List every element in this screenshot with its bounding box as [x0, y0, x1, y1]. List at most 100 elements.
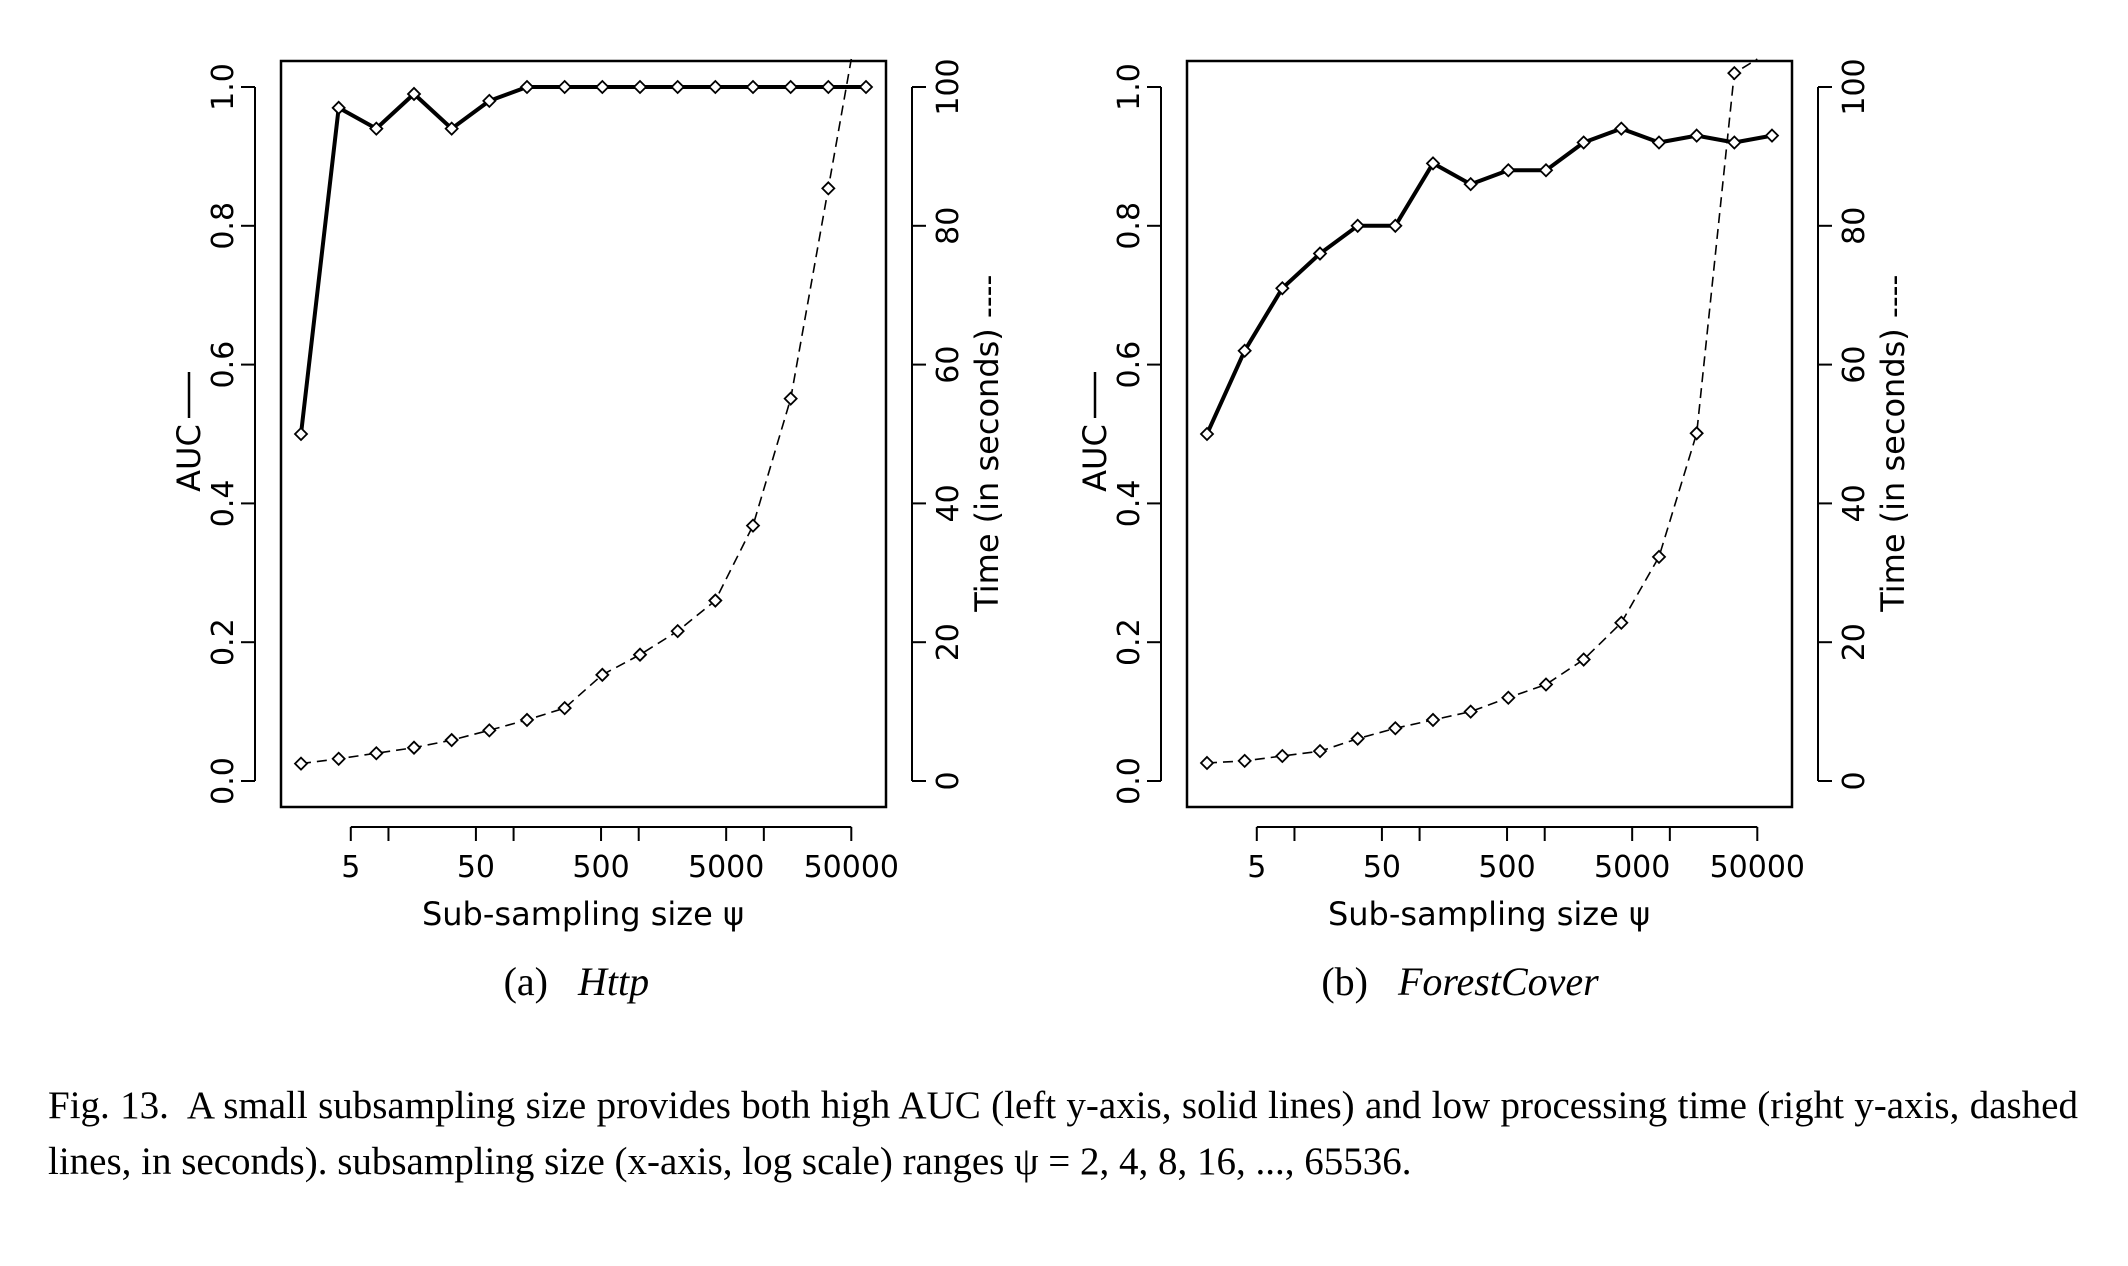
y-tick-left-label: 0.0: [1112, 757, 1147, 805]
time-point: [482, 723, 497, 738]
subcaption-name: ForestCover: [1397, 959, 1599, 1004]
subcaption-label: (b): [1321, 959, 1368, 1004]
y-tick-left-label: 0.0: [206, 757, 241, 805]
y-tick-right-label: 60: [1837, 346, 1872, 384]
y-tick-right-label: 80: [1837, 207, 1872, 245]
y-tick-right-label: 40: [931, 484, 966, 522]
auc-point: [557, 79, 572, 95]
auc-point: [1237, 343, 1252, 358]
dashed-line-legend-mark: ----: [971, 275, 1006, 318]
auc-series: [293, 79, 874, 442]
auc-point: [632, 79, 648, 95]
time-point: [1199, 755, 1215, 771]
auc-point: [708, 79, 723, 95]
time-point: [821, 181, 836, 196]
chart-marks: 0.0 0.2 0.4 0.6 0.8 1.0 0 20 40 60 80 100 5 50 500 5000…: [1112, 58, 1872, 885]
x-tick-label: 5000: [688, 850, 764, 885]
auc-point: [406, 86, 422, 102]
x-tick-label: 5000: [1594, 850, 1670, 885]
y-tick-left-label: 0.8: [1112, 202, 1147, 250]
auc-point: [1727, 135, 1742, 150]
y-tick-left-label: 0.2: [1112, 618, 1147, 666]
time-point: [406, 740, 422, 755]
time-point: [1463, 704, 1478, 719]
auc-point: [858, 79, 874, 95]
auc-point: [1425, 156, 1441, 171]
time-point: [331, 751, 346, 767]
y-tick-right-label: 20: [931, 623, 966, 661]
y-axis-left-label: AUC: [1076, 424, 1114, 492]
caption-text: A small subsampling size provides both h…: [48, 1084, 2078, 1183]
auc-point: [1689, 128, 1704, 143]
y-tick-left-label: 1.0: [206, 63, 241, 111]
y-tick-right-label: 0: [1837, 771, 1872, 790]
time-series: [293, 58, 853, 771]
y-tick-left-label: 0.6: [206, 341, 241, 389]
auc-point: [293, 426, 309, 442]
time-point: [1538, 677, 1554, 692]
auc-point: [595, 79, 610, 95]
chart-marks: 0.0 0.2 0.4 0.6 0.8 1.0 0 20 40 60 80 100 5 50 500 5000…: [206, 58, 966, 885]
y-tick-right-label: 20: [1837, 623, 1872, 661]
y-tick-left-label: 0.8: [206, 202, 241, 250]
x-tick-label: 50000: [1710, 850, 1805, 885]
auc-point: [1576, 135, 1591, 150]
time-point: [708, 593, 723, 608]
plot-frame: [1185, 59, 1794, 809]
time-point: [1275, 748, 1290, 764]
subcaption-label: (a): [504, 959, 548, 1004]
auc-point: [670, 79, 685, 95]
auc-point: [1764, 128, 1780, 143]
time-point: [1237, 753, 1252, 769]
y-axis-right-label: Time (in seconds): [1874, 328, 1912, 613]
auc-point: [1651, 135, 1667, 150]
time-point: [745, 518, 761, 533]
time-point: [1689, 426, 1704, 441]
auc-point: [482, 93, 497, 109]
auc-point: [519, 79, 535, 95]
chart-panel-http: 0.0 0.2 0.4 0.6 0.8 1.0 0 20 40 60 80 100 5 50 500 5000…: [170, 58, 1006, 1004]
auc-series: [1199, 121, 1780, 442]
auc-point: [745, 79, 761, 95]
x-tick-label: 5: [1247, 850, 1266, 885]
caption-label: Fig. 13.: [48, 1084, 169, 1127]
auc-point: [1463, 176, 1478, 192]
auc-point: [1388, 218, 1403, 234]
auc-line: [299, 85, 866, 435]
auc-point: [1312, 246, 1328, 261]
plot-frame: [279, 59, 888, 809]
auc-point: [1538, 163, 1554, 178]
auc-point: [369, 121, 384, 136]
auc-point: [1199, 426, 1215, 442]
auc-point: [331, 100, 346, 116]
x-tick-label: 50: [1363, 850, 1401, 885]
y-tick-left-label: 0.6: [1112, 341, 1147, 389]
x-tick-label: 500: [572, 850, 629, 885]
time-point: [519, 712, 535, 728]
time-point: [1350, 731, 1365, 746]
axes: 0.0 0.2 0.4 0.6 0.8 1.0 0 20 40 60 80 100 5 50 500 5000…: [1112, 58, 1872, 885]
axes: 0.0 0.2 0.4 0.6 0.8 1.0 0 20 40 60 80 100 5 50 500 5000…: [206, 58, 966, 885]
time-point: [1576, 652, 1591, 667]
auc-point: [1350, 218, 1365, 234]
time-point: [595, 667, 610, 683]
time-point: [1501, 690, 1516, 705]
y-tick-right-label: 100: [1837, 58, 1872, 115]
time-point: [670, 623, 685, 639]
y-tick-left-label: 0.4: [1112, 480, 1147, 528]
auc-point: [444, 121, 459, 136]
time-point: [1727, 65, 1742, 81]
time-line: [300, 58, 853, 765]
time-point: [632, 647, 648, 662]
auc-point: [1275, 280, 1290, 296]
time-point: [1651, 549, 1667, 565]
time-line: [1206, 58, 1758, 764]
time-point: [293, 756, 309, 771]
time-point: [1312, 743, 1328, 759]
x-axis-label: Sub-sampling size ψ: [1328, 895, 1650, 933]
x-tick-label: 50000: [804, 850, 899, 885]
chart-panel-forestcover: 0.0 0.2 0.4 0.6 0.8 1.0 0 20 40 60 80 100 5 50 500 5000…: [1076, 58, 1912, 1004]
time-point: [557, 700, 572, 716]
y-tick-left-label: 1.0: [1112, 63, 1147, 111]
